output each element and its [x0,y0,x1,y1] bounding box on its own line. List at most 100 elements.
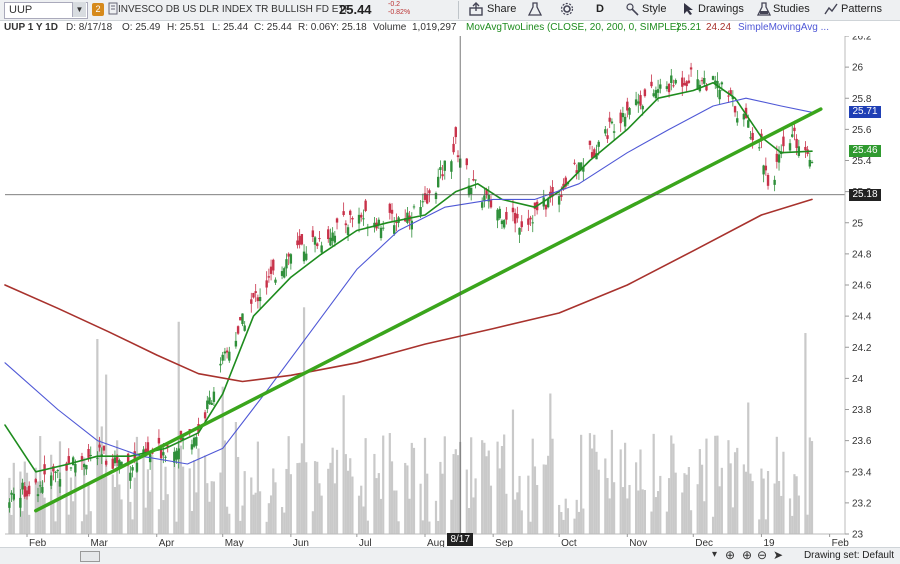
price-tag-sma50: 25.71 [849,106,881,119]
volume-bar [256,441,259,534]
bottom-toolbar: ▾ ⊕ ⊕ ⊖ ➤ Drawing set: Default [0,547,900,564]
candle-body [496,209,499,221]
candle-body [69,467,73,469]
zoom-in-icon[interactable]: ⊕ [742,548,753,562]
plot-background [0,36,845,534]
aggregation-period[interactable]: D [596,3,604,15]
style-button[interactable]: Style [642,3,667,15]
price-change: -0.2 -0.82% [388,1,410,17]
studies-button[interactable]: Studies [773,3,810,15]
volume-bar [362,506,365,534]
candle-body [689,67,693,70]
candle-body [118,460,121,470]
candle-body [597,141,600,147]
candle-body [206,400,209,410]
study-sma[interactable]: SimpleMovingAvg ... [738,22,829,33]
volume-bar [654,497,657,534]
volume-bar [289,474,292,534]
volume-bar [683,473,686,534]
candle-body [659,84,662,89]
style-icon[interactable] [625,2,639,16]
volume-bar [483,442,486,534]
volume-bar [162,500,165,534]
volume-bar [665,511,668,534]
volume-bar [736,447,739,534]
volume-bar [672,443,675,534]
study-lines [4,81,823,513]
cursor-icon[interactable] [682,2,696,16]
candle-body [335,218,339,223]
candle-body [654,90,658,99]
candle-body [164,456,167,458]
candle-body [714,80,717,84]
candle-body [280,271,284,276]
gear-icon[interactable] [560,2,574,16]
studies-flask-icon[interactable] [756,2,772,16]
volume-bar [613,482,616,534]
candle-body [626,101,629,111]
y-tick-label: 23.8 [852,405,872,416]
volume-bar [810,441,814,534]
volume-bar [720,467,723,534]
share-button[interactable]: Share [487,3,517,15]
candle-body [533,202,537,209]
volume-bar [221,386,224,534]
patterns-icon[interactable] [824,2,838,16]
volume-bar [608,498,611,534]
link-badge[interactable]: 2 [92,3,104,16]
candle-body [71,457,75,466]
y-tick-label: 25.8 [852,94,872,105]
share-icon[interactable] [469,2,483,16]
x-tick-label: Feb [832,538,850,547]
y-tick-label: 25 [852,218,864,229]
volume-bar [327,468,330,534]
volume-bar [100,426,103,534]
series-trendline [34,107,823,513]
candle-body [520,221,523,228]
share-symbol-icon[interactable] [107,2,121,16]
x-tick-label: Sep [495,538,513,547]
volume-bar [437,520,440,534]
chevron-left-icon[interactable]: ▾ [712,549,718,560]
axes: 23 23.2 23.4 23.6 23.8 24 24.2 24.4 24.6 24.8 25 25… [5,32,872,549]
candle-body [395,221,398,223]
drawings-button[interactable]: Drawings [698,3,744,15]
price-chart[interactable]: 23 23.2 23.4 23.6 23.8 24 24.2 24.4 24.6 24.8 25 25… [0,32,900,549]
volume-bar [659,475,662,534]
volume-bar [21,511,24,534]
volume-bar [560,512,563,534]
volume-bar [208,501,211,534]
candle-body [641,105,644,110]
volume-bar [758,519,761,534]
symbol-dropdown-button[interactable]: ▼ [72,2,86,17]
candle-body [144,448,147,455]
volume-bar [210,481,213,534]
volume-bar [793,474,796,534]
patterns-button[interactable]: Patterns [841,3,882,15]
volume-bar [727,440,730,534]
drawing-set-label[interactable]: Drawing set: Default [803,550,894,561]
zoom-out-icon[interactable]: ⊖ [757,548,768,562]
volume-bar [700,464,704,534]
volume-bar [212,481,216,534]
candle-body [159,449,163,459]
flask-icon[interactable] [527,2,543,16]
candle-body [377,219,381,226]
volume-bar [65,462,68,534]
candle-body [505,211,508,220]
candle-body [87,448,90,458]
volume-bar [412,447,416,534]
candle-body [175,450,178,460]
symbol-input[interactable]: UUP [4,2,88,19]
study-ma-two-lines[interactable]: MovAvgTwoLines (CLOSE, 20, 200, 0, SIMPL… [466,22,680,33]
volume-bar [272,468,275,534]
crosshair-icon[interactable]: ⊕ [725,548,736,562]
candle-body [428,190,431,194]
y-tick-label: 23.4 [852,467,872,478]
chart-area[interactable]: 23 23.2 23.4 23.6 23.8 24 24.2 24.4 24.6 24.8 25 25… [0,32,900,552]
scroll-handle[interactable] [80,551,100,562]
candle-body [357,214,361,224]
pointer-icon[interactable]: ➤ [773,548,784,562]
candle-body [135,462,139,472]
candle-body [210,402,213,405]
